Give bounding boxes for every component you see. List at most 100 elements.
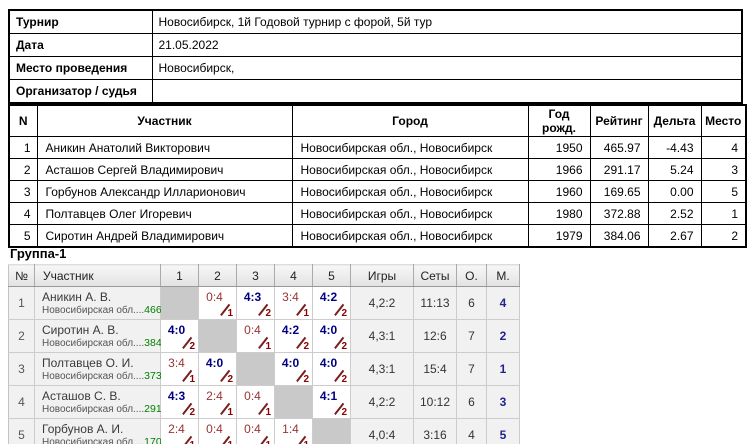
player-name: Аникин А. В. [42, 289, 112, 304]
group-row: 3 Полтавцев О. И. Новосибирская обл.... 373… [8, 352, 520, 386]
col-header-opp-3: 3 [236, 264, 275, 287]
player-region: Новосибирская обл.... [42, 370, 145, 382]
info-label: Место проведения [8, 56, 153, 80]
participant-cell: 465.97 [589, 136, 649, 159]
handicap-value: 2 [341, 407, 347, 418]
participant-cell: 1960 [527, 180, 591, 203]
games-cell: 4,0:4 [350, 418, 414, 444]
col-header-num: № [8, 264, 35, 287]
col-header-rating: Рейтинг [589, 104, 649, 137]
handicap-value: 2 [341, 374, 347, 385]
sets-cell: 11:13 [413, 286, 457, 320]
participant-cell: 3 [700, 158, 747, 181]
participant-cell: Горбунов Александр Илларионович [36, 180, 293, 203]
points-cell: 4 [456, 418, 487, 444]
col-header-participant: Участник [34, 264, 161, 287]
col-header-participant: Участник [36, 104, 293, 137]
handicap-value: 1 [227, 407, 233, 418]
match-score: 1:4 [282, 422, 299, 436]
place-cell: 1 [486, 352, 520, 386]
participant-row: 3 Горбунов Александр Илларионович Новосиби… [8, 180, 747, 203]
participant-cell: 1 [8, 136, 38, 159]
match-result-cell: 2:4 1 [198, 385, 237, 419]
match-score: 2:4 [206, 389, 223, 403]
self-cell [198, 319, 237, 353]
games-cell: 4,2:2 [350, 286, 414, 320]
participant-cell: Сиротин Андрей Владимирович [36, 224, 293, 248]
match-score: 4:0 [205, 356, 224, 370]
participant-cell: 291.17 [589, 158, 649, 181]
points-cell: 6 [456, 286, 487, 320]
participant-cell: 5 [8, 224, 38, 248]
match-score: 3:4 [282, 290, 299, 304]
info-label: Турнир [8, 9, 153, 34]
games-cell: 4,3:1 [350, 352, 414, 386]
match-score: 0:4 [206, 290, 223, 304]
match-result-cell: 0:4 1 [236, 418, 275, 444]
participant-cell: 1950 [527, 136, 591, 159]
participant-row: 4 Полтавцев Олег Игоревич Новосибирская об… [8, 202, 747, 225]
match-result-cell: 4:3 2 [236, 286, 275, 320]
handicap-value: 1 [265, 341, 271, 352]
participant-cell: 4 [8, 202, 38, 225]
info-label: Организатор / судья [8, 79, 153, 104]
match-result-cell: 3:4 1 [274, 286, 313, 320]
participant-cell: 384.06 [589, 224, 649, 248]
participant-cell: 3 [8, 180, 38, 203]
col-header-place: Место [700, 104, 747, 137]
participant-cell: 5.24 [647, 158, 702, 181]
info-row-organizer: Организатор / судья [8, 79, 743, 104]
sets-cell: 3:16 [413, 418, 457, 444]
handicap-value: 1 [227, 440, 233, 444]
col-header-opp-4: 4 [274, 264, 313, 287]
player-rating: 384 [144, 336, 162, 349]
match-score: 0:4 [244, 323, 261, 337]
points-cell: 7 [456, 352, 487, 386]
info-row-date: Дата 21.05.2022 [8, 33, 743, 57]
games-cell: 4,2:2 [350, 385, 414, 419]
col-header-n: N [8, 104, 38, 137]
match-result-cell: 4:2 2 [312, 286, 351, 320]
participant-cell: 1 [700, 202, 747, 225]
sets-cell: 12:6 [413, 319, 457, 353]
player-number: 1 [8, 286, 35, 320]
place-cell: 4 [486, 286, 520, 320]
player-cell: Сиротин А. В. Новосибирская обл.... 384 [34, 319, 162, 353]
participant-cell: 5 [700, 180, 747, 203]
participant-cell: Новосибирская обл., Новосибирск [291, 136, 529, 159]
match-result-cell: 0:4 1 [198, 418, 237, 444]
participants-table: N Участник Город Год рожд. Рейтинг Дельт… [8, 104, 747, 248]
group-title: Группа-1 [10, 246, 67, 261]
player-subline: Новосибирская обл.... 291 [42, 403, 162, 416]
player-name: Полтавцев О. И. [42, 355, 134, 370]
self-cell [160, 286, 199, 320]
handicap-value: 1 [265, 407, 271, 418]
match-result-cell: 4:0 2 [198, 352, 237, 386]
participant-cell: 1966 [527, 158, 591, 181]
participants-header-row: N Участник Город Год рожд. Рейтинг Дельт… [8, 104, 747, 137]
player-cell: Аникин А. В. Новосибирская обл.... 466 [34, 286, 162, 320]
group-crosstable: № Участник 1 2 3 4 5 Игры Сеты О. М. 1 Ан… [8, 264, 520, 444]
participant-cell: 1979 [527, 224, 591, 248]
match-score: 4:0 [319, 356, 338, 370]
match-result-cell: 4:2 2 [274, 319, 313, 353]
match-score: 4:3 [167, 389, 186, 403]
player-rating: 170 [144, 435, 162, 444]
group-row: 5 Горбунов А. И. Новосибирская обл.... 170 2… [8, 418, 520, 444]
col-header-birth-year: Год рожд. [527, 104, 591, 137]
match-score: 4:3 [243, 290, 262, 304]
participant-row: 5 Сиротин Андрей Владимирович Новосибирска… [8, 224, 747, 248]
player-subline: Новосибирская обл.... 384 [42, 337, 162, 350]
match-score: 0:4 [244, 389, 261, 403]
player-rating: 466 [144, 303, 162, 316]
match-result-cell: 4:0 2 [312, 319, 351, 353]
group-header-row: № Участник 1 2 3 4 5 Игры Сеты О. М. [8, 264, 520, 287]
participant-cell: 0.00 [647, 180, 702, 203]
col-header-opp-2: 2 [198, 264, 237, 287]
info-value: Новосибирск, 1й Годовой турнир с форой, … [151, 9, 743, 34]
player-number: 4 [8, 385, 35, 419]
match-score: 4:0 [167, 323, 186, 337]
handicap-value: 1 [189, 374, 195, 385]
match-result-cell: 2:4 1 [160, 418, 199, 444]
